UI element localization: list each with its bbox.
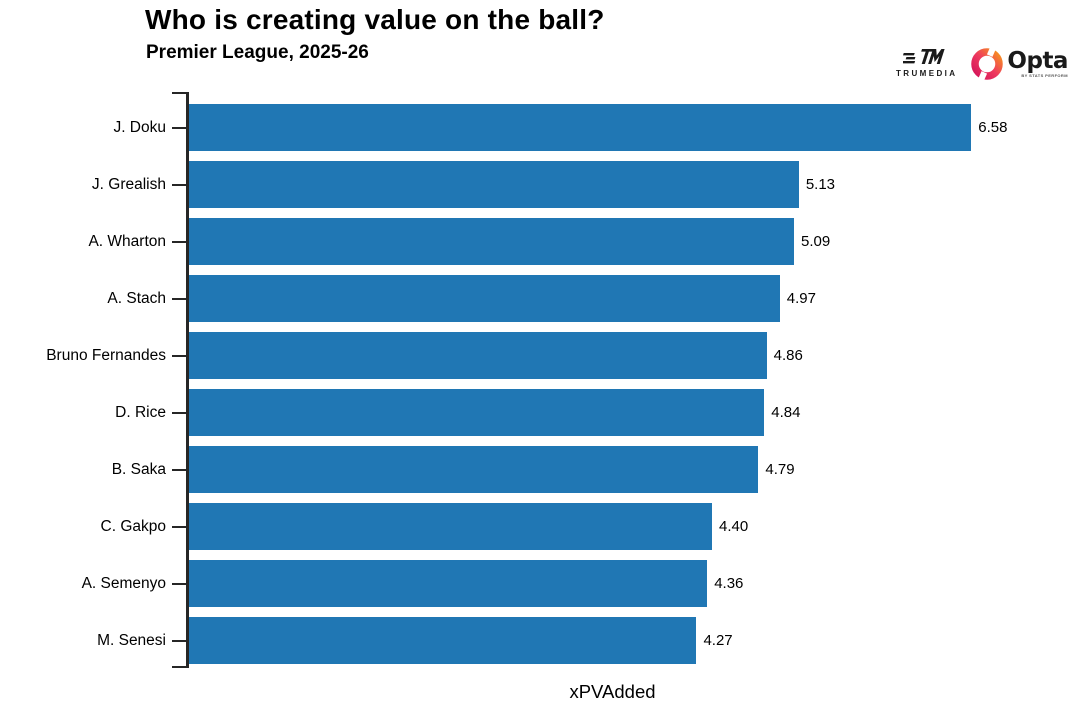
y-tick-label: C. Gakpo xyxy=(100,517,166,535)
y-tick-mark xyxy=(172,354,186,357)
bar xyxy=(188,332,767,379)
bar xyxy=(188,617,697,664)
y-tick-label: J. Doku xyxy=(113,118,166,136)
bar-zone: 4.79 xyxy=(188,446,1042,493)
bar-value-label: 6.58 xyxy=(978,119,1008,136)
bar-row: J. Doku 6.58 xyxy=(0,99,1046,156)
logo-group: TRUMEDIA Opta BY STATS PERFORM xyxy=(896,46,1068,82)
bar xyxy=(188,161,799,208)
opta-wordmark: Opta xyxy=(1007,48,1068,74)
y-tick-mark xyxy=(172,639,186,642)
bar-zone: 4.97 xyxy=(188,275,1042,322)
bar-zone: 5.09 xyxy=(188,218,1042,265)
bar xyxy=(188,389,765,436)
chart-title: Who is creating value on the ball? xyxy=(145,4,605,35)
y-tick-mark xyxy=(172,126,186,129)
bar-zone: 6.58 xyxy=(188,104,1042,151)
bar-row: A. Semenyo 4.36 xyxy=(0,555,1046,612)
bar-row: A. Stach 4.97 xyxy=(0,270,1046,327)
bar-chart-rows: J. Doku 6.58 J. Grealish 5.13 A. Wharton 5.09… xyxy=(0,99,1046,669)
y-tick-label: M. Senesi xyxy=(97,631,166,649)
bar-row: Bruno Fernandes 4.86 xyxy=(0,327,1046,384)
y-tick-label: Bruno Fernandes xyxy=(46,346,166,364)
bar-row: M. Senesi 4.27 xyxy=(0,612,1046,669)
trumedia-icon xyxy=(902,49,945,64)
y-tick-mark xyxy=(172,468,186,471)
bar xyxy=(188,275,780,322)
bar-value-label: 4.40 xyxy=(718,518,749,535)
y-tick-mark xyxy=(172,411,186,414)
bar-row: J. Grealish 5.13 xyxy=(0,156,1046,213)
bar xyxy=(188,446,759,493)
bar xyxy=(188,560,708,607)
bar-value-label: 4.27 xyxy=(703,632,733,649)
bar-zone: 4.27 xyxy=(188,617,1042,664)
bar-row: C. Gakpo 4.40 xyxy=(0,498,1046,555)
bar-value-label: 5.09 xyxy=(801,233,831,250)
trumedia-wordmark: TRUMEDIA xyxy=(896,69,958,78)
bar-zone: 4.86 xyxy=(188,332,1042,379)
bar-row: A. Wharton 5.09 xyxy=(0,213,1046,270)
chart-subtitle: Premier League, 2025-26 xyxy=(146,42,369,63)
y-tick-mark xyxy=(172,525,186,528)
bar-zone: 4.84 xyxy=(188,389,1042,436)
bar-value-label: 5.13 xyxy=(805,176,836,193)
trumedia-logo: TRUMEDIA xyxy=(896,46,957,78)
bar xyxy=(188,104,972,151)
opta-icon xyxy=(971,46,1004,82)
y-tick-mark xyxy=(172,297,186,300)
y-tick-mark xyxy=(172,183,186,186)
bar-value-label: 4.97 xyxy=(786,290,816,307)
opta-logo: Opta BY STATS PERFORM xyxy=(971,46,1068,82)
bar-value-label: 4.36 xyxy=(714,575,744,592)
y-tick-label: D. Rice xyxy=(115,403,166,421)
bar-row: D. Rice 4.84 xyxy=(0,384,1046,441)
bar xyxy=(188,218,795,265)
opta-subtext: BY STATS PERFORM xyxy=(1021,73,1068,78)
y-tick-label: A. Stach xyxy=(107,289,166,307)
bar-value-label: 4.79 xyxy=(765,461,795,478)
y-axis-spine xyxy=(186,92,189,668)
y-tick-mark xyxy=(172,240,186,243)
y-tick-label: J. Grealish xyxy=(91,175,166,193)
bar-zone: 4.40 xyxy=(188,503,1042,550)
bar-value-label: 4.84 xyxy=(771,404,801,421)
bar xyxy=(188,503,712,550)
y-axis-top-cap xyxy=(172,92,187,94)
y-axis-bottom-cap xyxy=(172,666,187,668)
bar-row: B. Saka 4.79 xyxy=(0,441,1046,498)
bar-zone: 4.36 xyxy=(188,560,1042,607)
y-tick-label: A. Semenyo xyxy=(81,574,166,592)
x-axis-label: xPVAdded xyxy=(569,681,656,702)
bar-zone: 5.13 xyxy=(188,161,1042,208)
y-tick-mark xyxy=(172,582,186,585)
y-tick-label: A. Wharton xyxy=(88,232,166,250)
bar-value-label: 4.86 xyxy=(773,347,803,364)
y-tick-label: B. Saka xyxy=(111,460,166,478)
